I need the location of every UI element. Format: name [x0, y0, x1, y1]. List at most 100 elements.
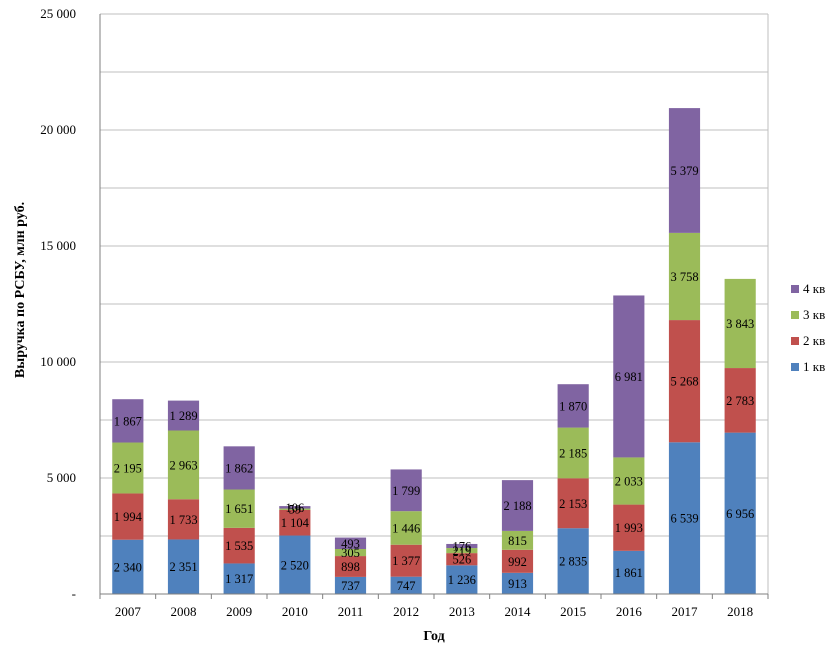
data-label: 1 289 — [169, 409, 197, 423]
data-label: 2 351 — [169, 560, 197, 574]
bar-segment — [167, 499, 200, 540]
x-tick-label: 2018 — [727, 604, 753, 619]
legend-swatch — [791, 285, 799, 293]
bar-segment — [279, 508, 311, 510]
bar-segment — [724, 368, 756, 433]
bar-segment — [446, 565, 478, 594]
data-label: 106 — [285, 501, 304, 515]
data-label: 1 993 — [615, 521, 643, 535]
x-tick-label: 2012 — [393, 604, 419, 619]
data-label: 305 — [341, 546, 360, 560]
data-label: 2 185 — [559, 446, 587, 460]
bar-segment — [668, 232, 701, 321]
bar-segment — [613, 457, 645, 505]
bar-segment — [501, 480, 534, 531]
bar-segment — [390, 544, 422, 577]
data-label: 2 783 — [726, 394, 754, 408]
bar-segment — [279, 509, 311, 536]
data-label: 1 861 — [615, 566, 643, 580]
legend-label: 3 кв — [803, 307, 825, 322]
data-label: 5 268 — [670, 375, 698, 389]
data-label: 2 963 — [169, 458, 197, 472]
x-tick-label: 2007 — [115, 604, 142, 619]
bar-segment — [223, 446, 255, 490]
bar-segment — [613, 295, 645, 458]
legend-swatch — [791, 337, 799, 345]
bar-segment — [279, 506, 311, 509]
legend: 4 кв 3 кв 2 кв 1 кв — [791, 281, 825, 374]
y-tick-label: 15 000 — [40, 238, 76, 253]
bar-segment — [112, 442, 144, 494]
data-label: 1 446 — [392, 521, 420, 535]
data-label: 176 — [452, 539, 471, 553]
data-label: 898 — [341, 560, 360, 574]
y-tick-label: 20 000 — [40, 122, 76, 137]
data-label: 913 — [508, 577, 527, 591]
data-label: 2 188 — [503, 499, 531, 513]
data-label: 1 377 — [392, 554, 420, 568]
data-label: 1 317 — [225, 572, 253, 586]
data-labels: 2 340 1 994 2 195 1 867 2 351 1 733 2 963 1 289… — [114, 164, 754, 593]
y-tick-label: 5 000 — [47, 470, 76, 485]
legend-swatch — [791, 311, 799, 319]
bar-segment — [446, 548, 478, 554]
bar-segment — [724, 278, 756, 369]
data-label: 526 — [452, 553, 471, 567]
data-label: 2 195 — [114, 461, 142, 475]
data-label: 493 — [341, 537, 360, 551]
data-label: 1 733 — [169, 513, 197, 527]
y-tick-label: 25 000 — [40, 6, 76, 21]
bar-segment — [724, 432, 756, 594]
x-axis-title: Год — [423, 629, 444, 644]
bar-segment — [334, 576, 367, 594]
bar-segment — [279, 535, 311, 594]
bar-segment — [501, 530, 534, 550]
data-label: 2 520 — [281, 558, 309, 572]
bar-segment — [334, 537, 367, 549]
x-tick-label: 2010 — [282, 604, 308, 619]
data-label: 1 535 — [225, 539, 253, 553]
bar-segment — [223, 489, 255, 528]
data-label: 1 799 — [392, 484, 420, 498]
bar-segment — [557, 427, 589, 479]
bar-segment — [501, 572, 534, 594]
bar-segment — [223, 563, 255, 594]
bar-segment — [167, 539, 200, 594]
bar-segment — [668, 320, 701, 443]
data-label: 6 539 — [670, 512, 698, 526]
y-axis-title: Выручка по РСБУ, млн руб. — [13, 202, 28, 378]
bar-segment — [557, 478, 589, 529]
x-tick-label: 2011 — [338, 604, 364, 619]
bar-segment — [223, 527, 255, 564]
data-label: 1 862 — [225, 461, 253, 475]
data-label: 737 — [341, 579, 360, 593]
bar-segment — [668, 108, 701, 233]
x-tick-label: 2017 — [672, 604, 699, 619]
x-tick-label: 2015 — [560, 604, 586, 619]
data-label: 1 994 — [114, 510, 143, 524]
data-label: 2 153 — [559, 497, 587, 511]
bar-segment — [167, 400, 200, 431]
bar-segment — [668, 442, 701, 594]
data-label: 815 — [508, 534, 527, 548]
bar-segment — [446, 553, 478, 566]
data-label: 1 651 — [225, 502, 253, 516]
y-tick-label: 10 000 — [40, 354, 76, 369]
data-label: 3 758 — [670, 270, 698, 284]
bar-segment — [446, 543, 478, 549]
bar-segment — [557, 528, 589, 594]
data-label: 1 236 — [448, 573, 476, 587]
bar-segment — [334, 556, 367, 577]
bar-segment — [390, 469, 422, 512]
data-label: 992 — [508, 555, 527, 569]
data-label: 1 104 — [281, 516, 310, 530]
legend-label: 4 кв — [803, 281, 825, 296]
bar-segment — [613, 504, 645, 551]
data-label: 219 — [452, 544, 471, 558]
data-label: 2 033 — [615, 475, 643, 489]
legend-label: 2 кв — [803, 333, 825, 348]
bar-segment — [334, 548, 367, 557]
data-label: 747 — [397, 579, 416, 593]
legend-swatch — [791, 363, 799, 371]
